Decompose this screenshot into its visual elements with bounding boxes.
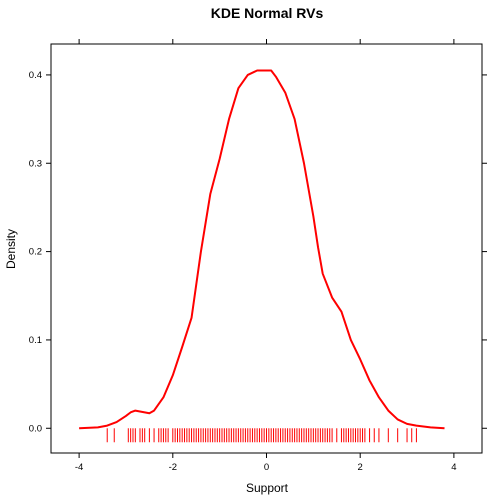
x-tick-label: -2 [169, 462, 177, 473]
x-tick-label: -4 [75, 462, 83, 473]
rug-marks [106, 428, 417, 443]
x-tick-label: 2 [358, 462, 363, 473]
y-tick-label: 0.1 [29, 335, 42, 346]
density-curves [79, 69, 445, 430]
x-axis-label: Support [246, 481, 289, 495]
x-axis: -4 -2 0 2 4 [75, 39, 457, 473]
y-tick-label: 0.4 [29, 70, 42, 81]
y-tick-label: 0.3 [29, 158, 42, 169]
chart-title: KDE Normal RVs [211, 5, 324, 21]
y-axis-label: Density [4, 229, 18, 269]
x-tick-label: 4 [451, 462, 456, 473]
y-tick-label: 0.2 [29, 247, 42, 258]
density-curve [79, 69, 445, 430]
plot-frame [50, 43, 483, 454]
y-axis: 0.0 0.1 0.2 0.3 0.4 [29, 70, 487, 434]
x-tick-label: 0 [264, 462, 269, 473]
y-tick-label: 0.0 [29, 423, 42, 434]
